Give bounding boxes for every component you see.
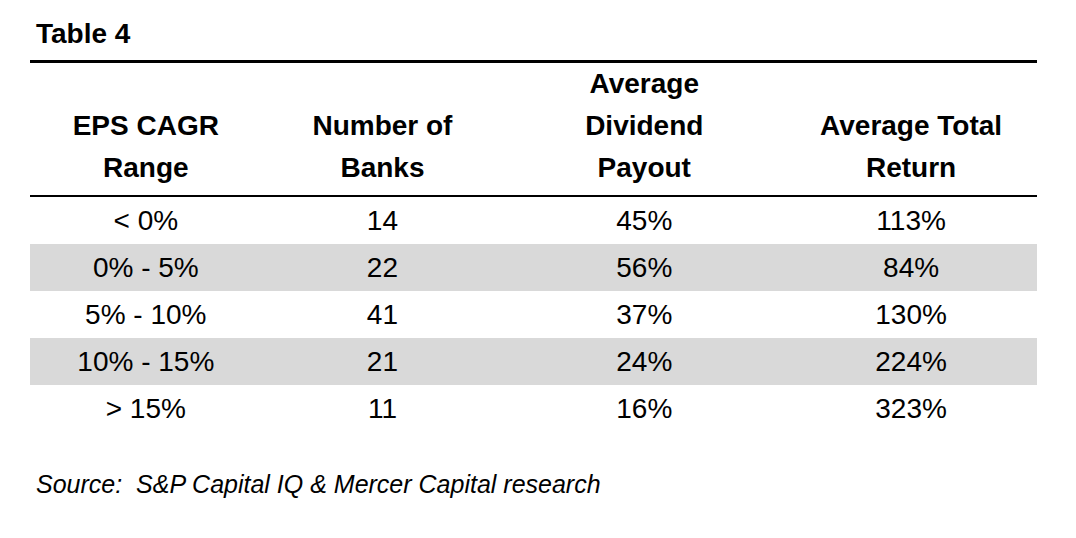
cell-num-banks: 22 [262, 244, 504, 291]
cell-avg-return: 113% [785, 196, 1037, 244]
cell-num-banks: 14 [262, 196, 504, 244]
cell-avg-payout: 24% [503, 338, 785, 385]
table-row: 0% - 5% 22 56% 84% [30, 244, 1037, 291]
table-body: < 0% 14 45% 113% 0% - 5% 22 56% 84% 5% -… [30, 196, 1037, 432]
header-line: Number of [262, 105, 504, 147]
cell-avg-payout: 16% [503, 385, 785, 432]
header-line: Return [785, 147, 1037, 189]
header-line: Average Total [785, 105, 1037, 147]
cell-num-banks: 11 [262, 385, 504, 432]
header-line: Payout [503, 147, 785, 189]
column-header-eps-cagr-range: EPS CAGR Range [30, 63, 262, 196]
cell-avg-return: 323% [785, 385, 1037, 432]
table-header: EPS CAGR Range Number of Banks Average D… [30, 63, 1037, 196]
header-line: EPS CAGR [30, 105, 262, 147]
column-header-number-of-banks: Number of Banks [262, 63, 504, 196]
data-table: EPS CAGR Range Number of Banks Average D… [30, 63, 1037, 432]
document-page: Table 4 EPS CAGR Range Number of Banks A… [0, 0, 1076, 538]
cell-eps-range: < 0% [30, 196, 262, 244]
header-line: Banks [262, 147, 504, 189]
cell-eps-range: 0% - 5% [30, 244, 262, 291]
cell-num-banks: 21 [262, 338, 504, 385]
table-row: > 15% 11 16% 323% [30, 385, 1037, 432]
cell-eps-range: > 15% [30, 385, 262, 432]
cell-avg-payout: 45% [503, 196, 785, 244]
table-row: 5% - 10% 41 37% 130% [30, 291, 1037, 338]
cell-eps-range: 10% - 15% [30, 338, 262, 385]
header-line: Dividend [503, 105, 785, 147]
cell-num-banks: 41 [262, 291, 504, 338]
cell-eps-range: 5% - 10% [30, 291, 262, 338]
table-title: Table 4 [36, 20, 130, 48]
cell-avg-return: 224% [785, 338, 1037, 385]
header-line: Range [30, 147, 262, 189]
cell-avg-payout: 56% [503, 244, 785, 291]
cell-avg-return: 84% [785, 244, 1037, 291]
header-line: Average [503, 63, 785, 105]
cell-avg-payout: 37% [503, 291, 785, 338]
column-header-average-total-return: Average Total Return [785, 63, 1037, 196]
source-note: Source: S&P Capital IQ & Mercer Capital … [36, 470, 601, 499]
cell-avg-return: 130% [785, 291, 1037, 338]
column-header-average-dividend-payout: Average Dividend Payout [503, 63, 785, 196]
table-row: 10% - 15% 21 24% 224% [30, 338, 1037, 385]
table-row: < 0% 14 45% 113% [30, 196, 1037, 244]
